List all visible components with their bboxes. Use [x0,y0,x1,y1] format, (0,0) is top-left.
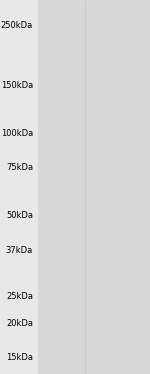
Text: 15kDa: 15kDa [6,353,33,362]
Text: 37kDa: 37kDa [6,246,33,255]
Text: 50kDa: 50kDa [6,211,33,220]
Text: 25kDa: 25kDa [6,292,33,301]
Text: 250kDa: 250kDa [1,21,33,30]
Bar [38,0,150,374]
Text: 75kDa: 75kDa [6,163,33,172]
Text: 20kDa: 20kDa [6,319,33,328]
Text: 100kDa: 100kDa [1,129,33,138]
Text: 150kDa: 150kDa [1,81,33,90]
